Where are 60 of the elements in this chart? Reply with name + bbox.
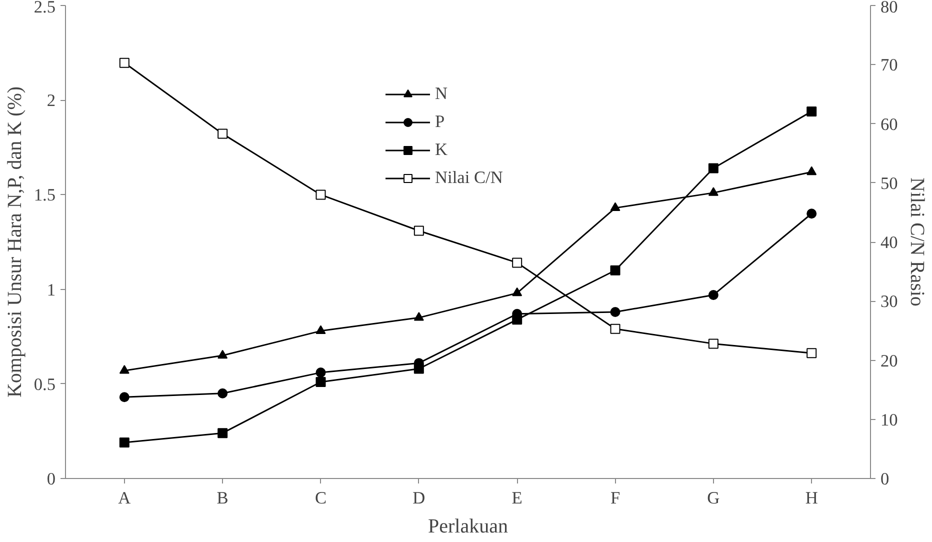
y2-tick-label: 70 <box>880 56 898 75</box>
y2-tick-label: 50 <box>880 174 898 193</box>
y2-tick-label: 30 <box>880 292 898 312</box>
point <box>218 350 228 359</box>
legend-label: Nilai C/N <box>435 168 503 188</box>
point <box>708 338 718 349</box>
y2-tick-label: 0 <box>880 470 890 488</box>
y2-axis-title: Nilai C/N Rasio <box>906 178 928 306</box>
point <box>610 307 620 317</box>
point <box>610 324 620 334</box>
point <box>218 128 228 139</box>
y-axis-title: Komposisi Unsur Hara N,P, dan K (%) <box>4 86 26 398</box>
point <box>512 314 522 325</box>
x-tick-label: G <box>707 488 720 508</box>
point <box>512 258 522 268</box>
y-tick-label: 0 <box>46 470 56 488</box>
point <box>316 325 326 334</box>
point <box>119 392 130 402</box>
point <box>119 58 130 68</box>
y-tick-label: 1.5 <box>34 186 56 205</box>
legend-label: P <box>435 112 446 132</box>
point <box>806 166 817 176</box>
legend-label: K <box>435 140 449 160</box>
point <box>119 364 130 374</box>
x-tick-label: C <box>314 488 327 508</box>
x-tick-label: F <box>610 488 620 508</box>
x-tick-label: A <box>118 488 132 508</box>
y-tick-label: 2 <box>46 91 56 110</box>
point <box>218 428 228 438</box>
point <box>708 163 718 174</box>
point <box>316 368 326 378</box>
point <box>414 226 424 236</box>
y2-tick-label: 20 <box>880 351 898 370</box>
y2-tick-label: 80 <box>880 0 898 16</box>
point <box>512 287 522 296</box>
point <box>610 265 620 276</box>
point <box>708 290 718 300</box>
y-tick-label: 2.5 <box>34 0 56 16</box>
point <box>610 202 620 212</box>
x-tick-label: D <box>412 488 426 508</box>
y-tick-label: 0.5 <box>34 374 56 394</box>
y-tick-label: 1 <box>46 280 56 300</box>
x-axis-title: Perlakuan <box>428 516 508 538</box>
point <box>414 312 424 321</box>
y2-tick-label: 10 <box>880 410 898 430</box>
y2-tick-label: 40 <box>880 233 898 252</box>
point <box>806 106 817 116</box>
point <box>806 348 817 358</box>
x-tick-label: E <box>512 488 522 508</box>
point <box>218 388 228 398</box>
point <box>806 208 817 219</box>
point <box>316 190 326 200</box>
x-tick-label: B <box>216 488 228 508</box>
legend-label: N <box>435 84 449 104</box>
point <box>316 377 326 388</box>
point <box>119 438 130 448</box>
x-tick-label: H <box>805 488 818 508</box>
point <box>414 364 424 374</box>
y2-tick-label: 60 <box>880 114 898 134</box>
point <box>708 187 718 196</box>
